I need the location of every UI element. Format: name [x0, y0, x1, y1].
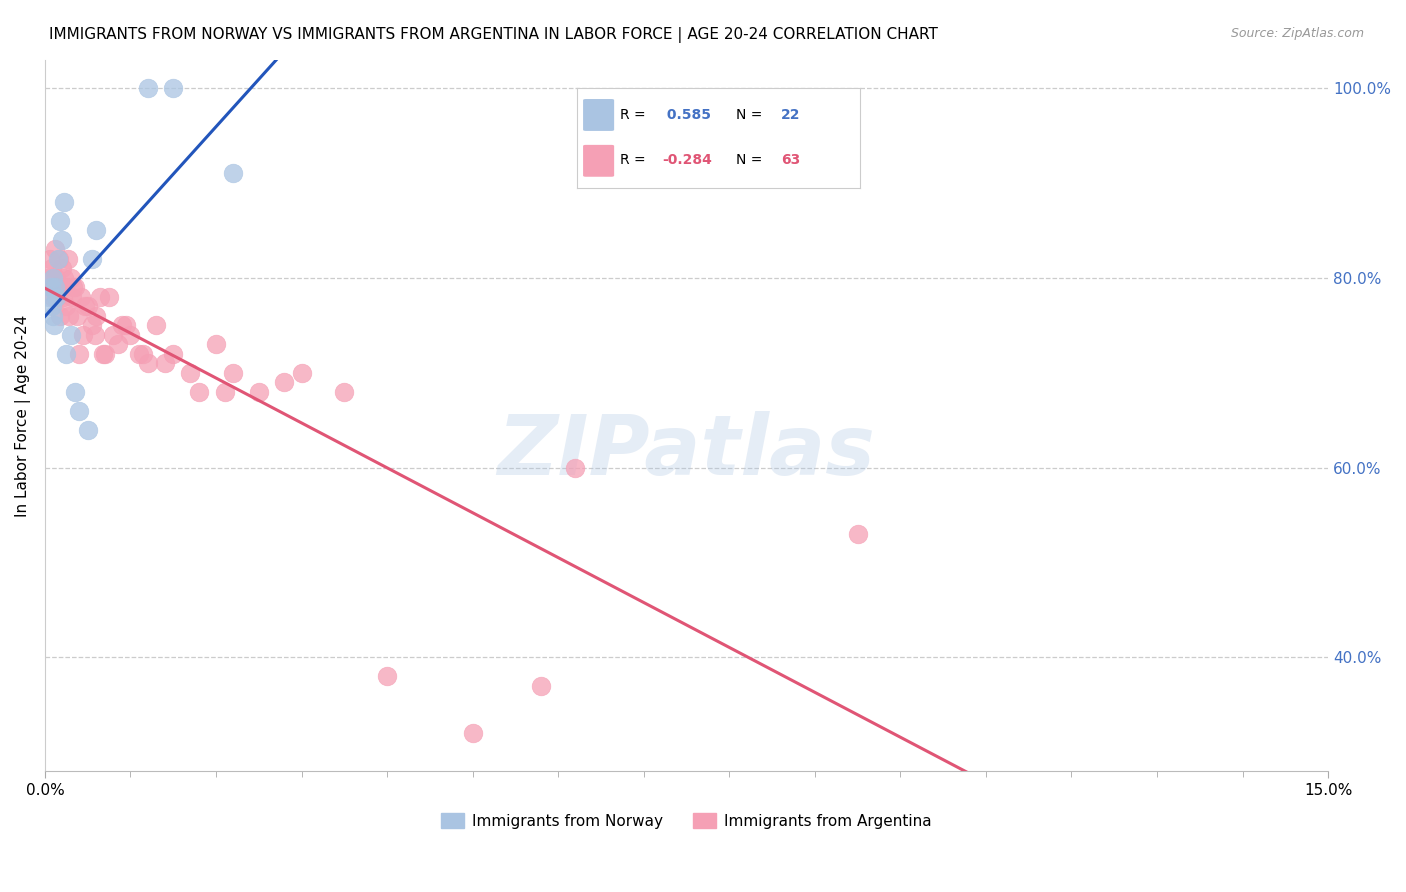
Point: [84, 309, 107, 323]
Point: [53, 280, 76, 294]
Point: [107, 337, 129, 351]
Point: [51, 261, 73, 276]
Point: [45, 271, 67, 285]
Point: [67, 347, 90, 361]
Point: [56, 252, 79, 266]
Point: [375, 669, 398, 683]
Point: [60, 290, 83, 304]
Point: [187, 384, 209, 399]
Point: [58, 309, 80, 323]
Point: [41, 261, 63, 276]
Point: [846, 527, 869, 541]
Point: [55, 347, 77, 361]
Point: [83, 327, 105, 342]
Point: [67, 403, 90, 417]
Point: [136, 81, 159, 95]
Text: ZIPatlas: ZIPatlas: [498, 410, 876, 491]
Point: [62, 280, 84, 294]
Point: [132, 347, 155, 361]
Point: [205, 337, 228, 351]
Point: [162, 347, 184, 361]
Point: [48, 252, 70, 266]
Point: [59, 271, 82, 285]
Point: [45, 290, 67, 304]
Point: [52, 290, 75, 304]
Point: [128, 347, 150, 361]
Point: [115, 318, 138, 333]
Point: [273, 376, 295, 390]
Point: [247, 384, 270, 399]
Point: [66, 309, 89, 323]
Point: [290, 366, 312, 380]
Point: [42, 271, 65, 285]
Point: [52, 271, 75, 285]
Point: [162, 81, 184, 95]
Point: [51, 233, 73, 247]
Point: [136, 356, 159, 370]
Point: [45, 290, 67, 304]
Point: [111, 318, 134, 333]
Point: [39, 280, 62, 294]
Point: [59, 327, 82, 342]
Point: [39, 252, 62, 266]
Point: [63, 384, 86, 399]
Point: [63, 280, 86, 294]
Point: [49, 309, 72, 323]
Point: [37, 271, 59, 285]
Text: IMMIGRANTS FROM NORWAY VS IMMIGRANTS FROM ARGENTINA IN LABOR FORCE | AGE 20-24 C: IMMIGRANTS FROM NORWAY VS IMMIGRANTS FRO…: [49, 27, 938, 43]
Point: [214, 384, 236, 399]
Point: [69, 290, 91, 304]
Point: [120, 327, 142, 342]
Point: [48, 280, 70, 294]
Point: [145, 318, 167, 333]
Point: [84, 223, 107, 237]
Point: [564, 460, 586, 475]
Point: [76, 423, 98, 437]
Text: Source: ZipAtlas.com: Source: ZipAtlas.com: [1230, 27, 1364, 40]
Point: [39, 280, 62, 294]
Point: [530, 679, 553, 693]
Y-axis label: In Labor Force | Age 20-24: In Labor Force | Age 20-24: [15, 314, 31, 516]
Point: [41, 299, 63, 313]
Point: [46, 280, 69, 294]
Point: [38, 290, 60, 304]
Point: [49, 214, 72, 228]
Point: [46, 252, 69, 266]
Point: [461, 726, 484, 740]
Point: [72, 327, 94, 342]
Point: [94, 347, 117, 361]
Point: [333, 384, 356, 399]
Point: [44, 280, 66, 294]
Point: [44, 280, 66, 294]
Point: [222, 366, 245, 380]
Point: [42, 309, 65, 323]
Point: [76, 299, 98, 313]
Point: [103, 327, 125, 342]
Point: [91, 347, 114, 361]
Legend: Immigrants from Norway, Immigrants from Argentina: Immigrants from Norway, Immigrants from …: [436, 806, 938, 835]
Point: [222, 166, 245, 180]
Point: [41, 290, 63, 304]
Point: [52, 194, 75, 209]
Point: [89, 290, 111, 304]
Point: [44, 243, 66, 257]
Point: [179, 366, 201, 380]
Point: [55, 299, 77, 313]
Point: [75, 299, 97, 313]
Point: [98, 290, 121, 304]
Point: [80, 252, 103, 266]
Point: [41, 271, 63, 285]
Point: [153, 356, 176, 370]
Point: [80, 318, 103, 333]
Point: [44, 318, 66, 333]
